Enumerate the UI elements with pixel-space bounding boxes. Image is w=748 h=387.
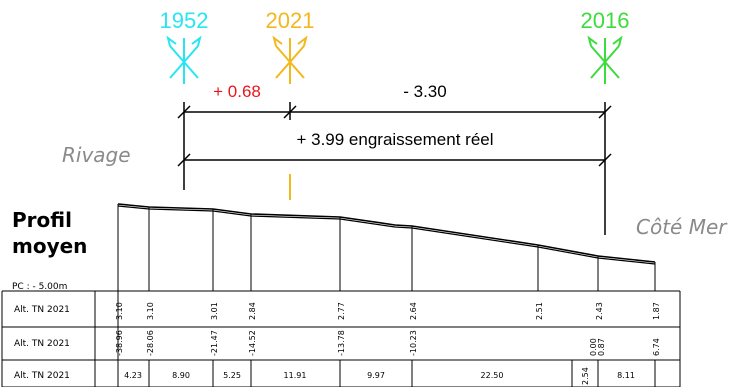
- title-line-2: moyen: [12, 234, 87, 258]
- year-1952-label: 1952: [160, 8, 209, 33]
- year-2021-label: 2021: [266, 8, 315, 33]
- position-cell: 0.87: [597, 338, 606, 356]
- position-cell: -21.47: [210, 330, 219, 356]
- altitude-cell: 2.43: [595, 302, 604, 320]
- altitude-cell: 3.10: [146, 302, 155, 320]
- altitude-cell: 1.87: [652, 302, 661, 320]
- position-cell: -13.78: [337, 330, 346, 356]
- distance-cell: 4.23: [124, 371, 142, 380]
- position-cell: 6.74: [652, 338, 661, 356]
- distance-cell: 9.97: [367, 371, 385, 380]
- row-label-distance: Alt. TN 2021: [14, 371, 70, 381]
- dimension-lines: [177, 102, 612, 235]
- row-label-altitude: Alt. TN 2021: [14, 305, 70, 315]
- pc-label: PC : - 5.00m: [12, 282, 67, 292]
- marker-1952-icon: [166, 35, 202, 84]
- marker-2021: 2021: [266, 8, 315, 84]
- position-cell: 0.00: [589, 338, 598, 356]
- dimension-right-label: - 3.30: [403, 82, 446, 101]
- position-cell: -28.06: [146, 330, 155, 356]
- profile-line: [117, 203, 656, 263]
- position-cell: -14.52: [248, 330, 257, 356]
- marker-1952: 1952: [160, 8, 209, 84]
- altitude-cell: 2.77: [337, 302, 346, 320]
- altitude-cell: 3.01: [210, 302, 219, 320]
- title-line-1: Profil: [12, 208, 72, 232]
- profile-verticals: [117, 204, 656, 387]
- data-table: [1, 290, 681, 387]
- marker-2021-icon: [272, 35, 308, 84]
- cote-mer-label: Côté Mer: [636, 215, 728, 239]
- distance-cell: 2.54: [581, 367, 590, 385]
- position-cell: -10.23: [409, 330, 418, 356]
- year-2016-label: 2016: [581, 8, 630, 33]
- distance-cell: 11.91: [284, 371, 307, 380]
- dimension-total-label: + 3.99 engraissement réel: [296, 130, 493, 149]
- altitude-cell: 2.84: [248, 302, 257, 320]
- altitude-cell: 2.51: [535, 302, 544, 320]
- row-label-position: Alt. TN 2021: [14, 339, 70, 349]
- dimension-left-label: + 0.68: [213, 82, 261, 101]
- altitude-cell: 3.10: [115, 302, 124, 320]
- distance-cell: 8.11: [617, 371, 635, 380]
- rivage-label: Rivage: [62, 143, 131, 167]
- marker-2016-icon: [587, 35, 623, 84]
- altitude-cell: 2.64: [409, 302, 418, 320]
- distance-cell: 22.50: [481, 371, 504, 380]
- distance-cell: 8.90: [172, 371, 190, 380]
- marker-2016: 2016: [581, 8, 630, 84]
- position-cell: -38.96: [115, 330, 124, 356]
- distance-cell: 5.25: [223, 371, 241, 380]
